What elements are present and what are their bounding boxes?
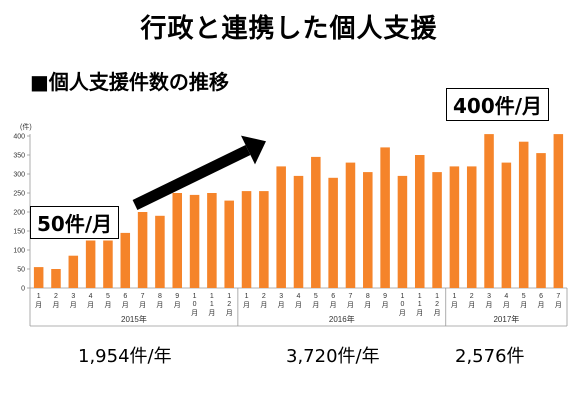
bar xyxy=(518,141,529,288)
bar xyxy=(259,191,269,288)
bar xyxy=(241,191,252,288)
bar xyxy=(120,232,131,288)
chart-subtitle: ■個人支援件数の推移 xyxy=(30,70,229,94)
total-2017: 2,576件 xyxy=(455,346,525,367)
bar xyxy=(172,193,183,288)
bar xyxy=(311,156,321,288)
y-tick-label: 250 xyxy=(13,191,25,198)
bar xyxy=(363,172,373,288)
bar xyxy=(501,162,512,288)
total-2015: 1,954件/年 xyxy=(78,346,172,367)
bar xyxy=(397,175,408,288)
chart-bars xyxy=(33,134,564,288)
bar xyxy=(484,134,494,288)
bar xyxy=(33,267,44,288)
arrow-shaft xyxy=(132,145,251,210)
y-tick-label: 300 xyxy=(13,172,25,179)
bar xyxy=(328,177,338,288)
y-tick-label: 50 xyxy=(17,267,25,274)
year-label: 2015年 xyxy=(121,314,147,324)
y-tick-label: 350 xyxy=(13,153,25,160)
chart-x-labels: 1 月 2 月 3 月 4 月 5 月 6 月 7 月 8 月 9 月 1 0 月 1 1 月 1 2 月 1 月 2 月 3 月 4 月 5 月 6 月 7… xyxy=(29,288,568,327)
bar xyxy=(155,215,165,288)
arrow-head xyxy=(240,135,266,165)
bar xyxy=(51,269,61,288)
bar xyxy=(85,240,96,288)
callout-400-per-month: 400件/月 xyxy=(446,88,550,121)
bar xyxy=(68,255,79,288)
bar xyxy=(137,212,148,288)
bar xyxy=(449,166,460,288)
total-2016: 3,720件/年 xyxy=(286,346,380,367)
bar xyxy=(207,193,217,288)
year-label: 2017年 xyxy=(493,314,519,324)
bar xyxy=(414,155,425,288)
y-tick-label: 200 xyxy=(13,210,25,217)
bar xyxy=(553,134,564,288)
bar xyxy=(466,166,477,288)
trend-arrow-icon xyxy=(132,135,266,210)
chart-axes: 0 50 100 150 200 250 300 350 400 (件) xyxy=(13,122,567,293)
bar xyxy=(189,194,200,288)
bar xyxy=(345,162,356,288)
bar xyxy=(536,153,546,288)
y-tick-label: 150 xyxy=(13,229,25,236)
bar xyxy=(432,172,442,288)
y-tick-label: 100 xyxy=(13,248,25,255)
bar xyxy=(380,147,390,288)
y-axis-unit: (件) xyxy=(20,122,32,131)
y-tick-label: 0 xyxy=(21,286,25,293)
page-title: 行政と連携した個人支援 xyxy=(140,14,438,44)
bar xyxy=(224,200,234,288)
y-tick-label: 400 xyxy=(13,134,25,141)
bar xyxy=(103,240,113,288)
year-label: 2016年 xyxy=(329,314,355,324)
bar xyxy=(293,175,304,288)
bar xyxy=(276,166,286,288)
callout-50-per-month: 50件/月 xyxy=(30,206,120,239)
